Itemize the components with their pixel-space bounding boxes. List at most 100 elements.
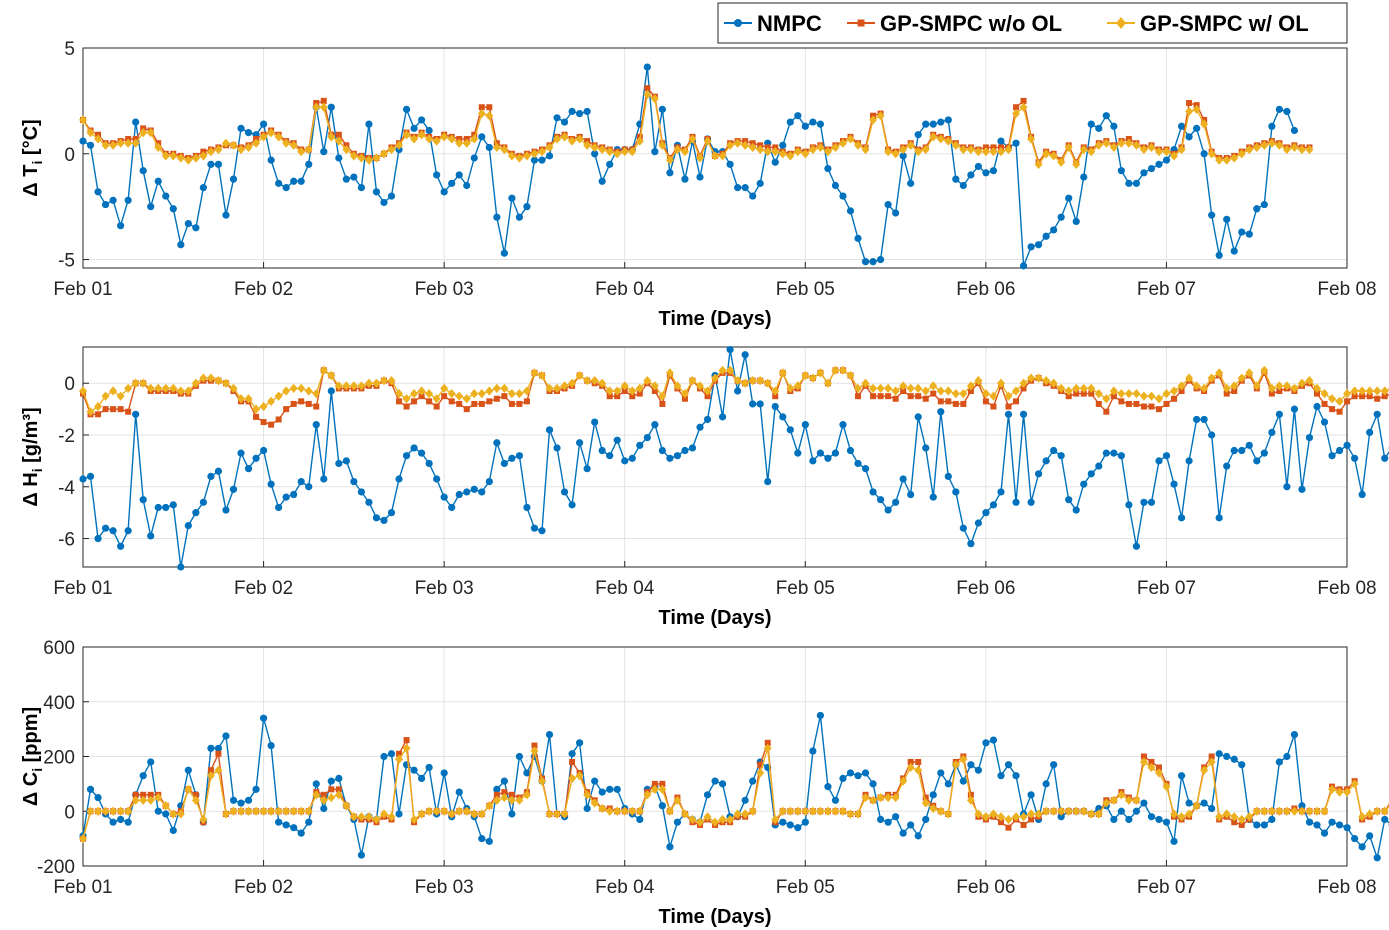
- data-point: [1282, 806, 1291, 816]
- data-point: [1117, 138, 1126, 148]
- data-point: [1245, 441, 1253, 449]
- x-tick-label: Feb 07: [1137, 279, 1196, 300]
- data-point: [387, 376, 396, 386]
- data-point: [1064, 386, 1073, 396]
- x-tick-label: Feb 08: [1317, 578, 1376, 599]
- data-point: [403, 403, 410, 410]
- data-point: [808, 144, 817, 155]
- x-tick-label: Feb 06: [956, 279, 1015, 300]
- data-point: [855, 393, 862, 400]
- data-point: [1328, 452, 1336, 460]
- data-point: [221, 809, 230, 819]
- data-point: [312, 780, 320, 788]
- data-point: [109, 140, 118, 150]
- data-point: [1177, 144, 1186, 155]
- data-point: [297, 383, 306, 394]
- data-point: [1351, 454, 1359, 462]
- data-point: [997, 772, 1005, 780]
- data-point: [1215, 514, 1223, 522]
- data-point: [538, 527, 546, 535]
- data-point: [327, 792, 336, 803]
- data-point: [808, 806, 817, 816]
- data-point: [1013, 104, 1020, 111]
- data-point: [1155, 406, 1162, 413]
- data-point: [891, 386, 900, 396]
- data-point: [305, 483, 313, 491]
- data-point: [899, 776, 908, 786]
- data-point: [206, 147, 215, 157]
- y-tick-label: 0: [64, 145, 75, 166]
- data-point: [1079, 144, 1088, 155]
- data-point: [629, 393, 636, 400]
- data-point: [914, 765, 923, 775]
- data-point: [658, 140, 667, 150]
- data-point: [688, 134, 697, 144]
- data-point: [86, 785, 95, 793]
- data-point: [763, 378, 772, 388]
- data-point: [793, 806, 802, 816]
- legend-entry-gp-smpc-w-ol: GP-SMPC w/ OL: [1107, 11, 1309, 36]
- data-point: [290, 400, 297, 407]
- data-point: [861, 769, 870, 777]
- data-point: [1305, 144, 1314, 155]
- data-point: [778, 806, 787, 816]
- data-point: [831, 806, 840, 816]
- y-tick-labels: -200 0 200 400 600: [37, 638, 89, 878]
- data-point: [1117, 452, 1125, 460]
- series-markers: [79, 743, 1389, 844]
- data-point: [1305, 818, 1314, 826]
- data-point: [892, 498, 900, 506]
- data-point: [455, 391, 464, 401]
- data-point: [1012, 772, 1020, 780]
- data-point: [1154, 394, 1163, 404]
- data-point: [876, 383, 885, 394]
- data-point: [560, 381, 569, 391]
- series-markers: [79, 711, 1389, 862]
- y-tick-label: -4: [58, 478, 75, 499]
- data-point: [1200, 150, 1208, 158]
- data-point: [1139, 757, 1148, 767]
- data-point: [748, 806, 757, 816]
- data-point: [1012, 498, 1020, 506]
- data-point: [974, 147, 983, 157]
- data-point: [1171, 395, 1178, 402]
- data-point: [1343, 824, 1351, 832]
- data-point: [515, 388, 524, 399]
- data-point: [583, 140, 592, 150]
- data-point: [899, 144, 908, 155]
- data-point: [1125, 815, 1133, 824]
- data-point: [1079, 806, 1088, 816]
- data-point: [838, 806, 847, 816]
- data-point: [854, 234, 862, 242]
- data-point: [1200, 765, 1209, 775]
- data-point: [966, 795, 975, 805]
- data-point: [485, 111, 494, 121]
- data-point: [951, 760, 960, 770]
- data-point: [952, 175, 960, 183]
- data-point: [771, 814, 780, 825]
- y-tick-label: 0: [64, 802, 75, 823]
- data-point: [568, 750, 576, 758]
- data-point: [598, 378, 607, 388]
- data-point: [989, 167, 998, 175]
- data-point: [658, 391, 667, 401]
- data-point: [786, 806, 795, 816]
- data-point: [718, 814, 727, 825]
- x-tick-label: Feb 06: [956, 578, 1015, 599]
- data-point: [259, 132, 268, 142]
- data-point: [1117, 790, 1126, 800]
- data-point: [786, 118, 794, 126]
- data-point: [455, 171, 463, 179]
- data-point: [681, 175, 689, 183]
- data-point: [756, 768, 765, 778]
- data-point: [1192, 801, 1201, 811]
- data-point: [124, 138, 133, 148]
- data-point: [583, 376, 592, 386]
- data-point: [1185, 457, 1193, 465]
- data-point: [162, 810, 170, 818]
- data-point: [221, 378, 230, 388]
- data-point: [869, 780, 877, 788]
- x-tick-label: Feb 01: [53, 578, 112, 599]
- data-point: [342, 381, 351, 391]
- data-point: [1042, 457, 1050, 465]
